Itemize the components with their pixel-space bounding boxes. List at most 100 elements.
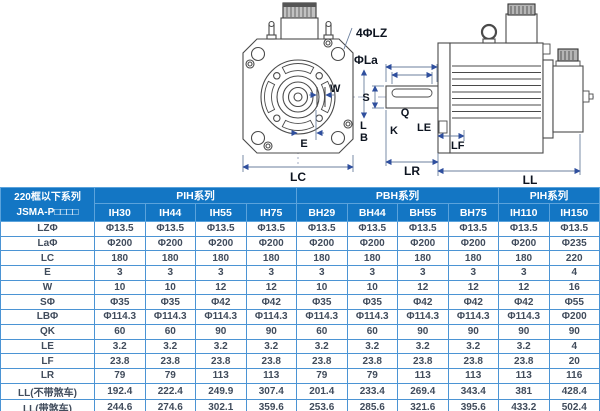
dimension-value-cell: 60 [94, 323, 146, 340]
dimension-value-cell: Φ200 [548, 309, 600, 325]
dimension-value-cell: 3 [94, 265, 146, 281]
dimension-value-cell: Φ114.3 [195, 309, 247, 325]
dimension-value-cell: 253.6 [296, 398, 348, 411]
dimension-value-cell: 395.6 [447, 398, 499, 411]
dimension-value-cell: 3 [498, 265, 550, 281]
dimension-value-cell: 381 [498, 382, 550, 400]
dimension-value-cell: Φ35 [296, 294, 348, 311]
table-row: QK 60 60 90 90 60 60 90 90 90 90 [0, 323, 600, 340]
front-view [242, 2, 366, 164]
model-column-header: BH44 [346, 203, 398, 222]
dimension-value-cell: Φ114.3 [144, 309, 196, 325]
dim-label-w: W [330, 83, 341, 95]
dimension-value-cell: 116 [548, 367, 600, 384]
dimension-value-cell: 502.4 [548, 398, 600, 411]
side-view-dimensions [371, 63, 581, 176]
dimension-value-cell: Φ13.5 [447, 221, 499, 237]
dimension-value-cell: 113 [245, 367, 297, 384]
dimension-value-cell: 113 [447, 367, 499, 384]
table-row: LR 79 79 113 113 79 79 113 113 113 116 [0, 367, 600, 384]
dim-label-q: Q [401, 107, 410, 119]
dimension-value-cell: 23.8 [498, 353, 550, 369]
dim-label-la: ΦLa [354, 53, 378, 67]
dimension-value-cell: 359.6 [245, 398, 297, 411]
dim-label-s: S [362, 92, 369, 104]
dim-label-lb-l: L [360, 120, 367, 132]
model-column-header: IH44 [144, 203, 196, 222]
dimension-value-cell: 60 [346, 323, 398, 340]
dimension-value-cell: 428.4 [548, 382, 600, 400]
dimension-value-cell: 302.1 [195, 398, 247, 411]
dimension-value-cell: Φ13.5 [296, 221, 348, 237]
dimension-value-cell: Φ200 [195, 235, 247, 252]
dimension-value-cell: 90 [195, 323, 247, 340]
dimension-value-cell: 192.4 [94, 382, 146, 400]
corner-header: 220框以下系列 JSMA-P□□□□ [0, 187, 95, 222]
model-column-header: IH110 [498, 203, 550, 222]
dimension-value-cell: Φ13.5 [94, 221, 146, 237]
dimension-value-cell: Φ200 [346, 235, 398, 252]
dimension-value-cell: 90 [397, 323, 449, 340]
dimension-value-cell: 10 [94, 279, 146, 296]
dimension-value-cell: 274.6 [144, 398, 196, 411]
dimension-value-cell: 180 [397, 250, 449, 267]
dimension-value-cell: 23.8 [195, 353, 247, 369]
dimension-value-cell: 79 [94, 367, 146, 384]
dimension-value-cell: Φ35 [94, 294, 146, 311]
dimension-value-cell: 4 [548, 265, 600, 281]
dimension-value-cell: 12 [498, 279, 550, 296]
dimension-value-cell: Φ200 [245, 235, 297, 252]
dimension-value-cell: 180 [195, 250, 247, 267]
dimension-value-cell: Φ13.5 [548, 221, 600, 237]
dimension-value-cell: 3 [397, 265, 449, 281]
dimension-value-cell: 113 [397, 367, 449, 384]
dimension-value-cell: 90 [498, 323, 550, 340]
table-row: LaΦ Φ200 Φ200 Φ200 Φ200 Φ200 Φ200 Φ200 Φ200 Φ200 Φ… [0, 235, 600, 252]
dimension-value-cell: 12 [447, 279, 499, 296]
dimension-value-cell: 285.6 [346, 398, 398, 411]
model-column-header: IH75 [245, 203, 297, 222]
dimension-value-cell: 343.4 [447, 382, 499, 400]
table-row: W 10 10 12 12 10 10 12 12 12 16 [0, 279, 600, 296]
dimension-value-cell: Φ114.3 [296, 309, 348, 325]
row-label: E [0, 265, 95, 281]
model-column-header: BH55 [397, 203, 449, 222]
dimension-value-cell: Φ114.3 [498, 309, 550, 325]
dimension-value-cell: Φ114.3 [397, 309, 449, 325]
dimension-value-cell: 3 [144, 265, 196, 281]
table-row: LL(带煞车) 244.6 274.6 302.1 359.6 253.6 285.6 321… [0, 398, 600, 411]
dim-label-lr: LR [404, 164, 420, 178]
dimension-value-cell: 12 [397, 279, 449, 296]
dimension-value-cell: Φ200 [94, 235, 146, 252]
dimension-value-cell: Φ13.5 [245, 221, 297, 237]
row-label: LaΦ [0, 235, 95, 252]
model-column-header: IH55 [195, 203, 247, 222]
row-label: LF [0, 353, 95, 369]
series-group-header: PIH系列 [94, 187, 297, 204]
dimension-value-cell: Φ35 [346, 294, 398, 311]
dimension-value-cell: 4 [548, 338, 600, 355]
dimension-value-cell: 3 [296, 265, 348, 281]
dimension-value-cell: 3 [447, 265, 499, 281]
dim-label-ll: LL [523, 173, 538, 187]
dimension-value-cell: 10 [346, 279, 398, 296]
dimension-value-cell: 20 [548, 353, 600, 369]
spec-table: 220框以下系列 JSMA-P□□□□ PIH系列 PBH系列 PIH系列 IH30 IH4… [0, 187, 600, 411]
dimension-value-cell: 16 [548, 279, 600, 296]
dimension-value-cell: 3.2 [195, 338, 247, 355]
dimension-value-cell: Φ235 [548, 235, 600, 252]
dimension-value-cell: Φ42 [498, 294, 550, 311]
dimension-value-cell: 79 [144, 367, 196, 384]
dimension-value-cell: 3.2 [94, 338, 146, 355]
dimension-value-cell: 23.8 [447, 353, 499, 369]
dimension-value-cell: 90 [245, 323, 297, 340]
dimension-value-cell: 10 [296, 279, 348, 296]
dimension-value-cell: 3.2 [296, 338, 348, 355]
dimension-value-cell: 10 [144, 279, 196, 296]
dimension-value-cell: 3 [245, 265, 297, 281]
dimension-value-cell: 79 [296, 367, 348, 384]
corner-header-line2: JSMA-P□□□□ [16, 206, 79, 218]
dimension-value-cell: 3.2 [144, 338, 196, 355]
dimension-value-cell: 180 [94, 250, 146, 267]
